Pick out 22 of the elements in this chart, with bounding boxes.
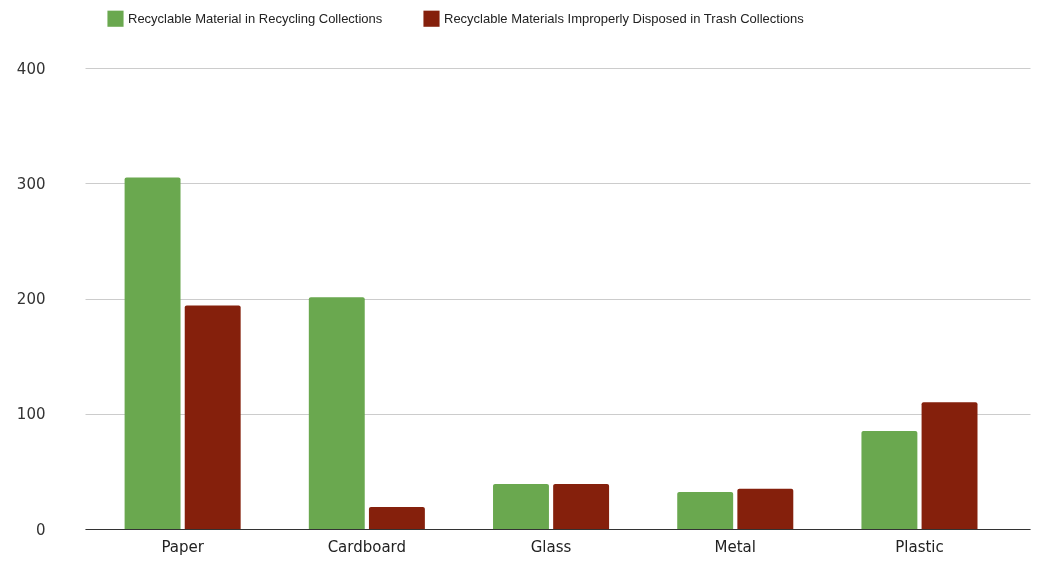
bar: [677, 492, 734, 529]
y-tick-label: 200: [16, 290, 46, 308]
bar: [493, 484, 549, 529]
x-tick-label: Paper: [161, 537, 205, 556]
bar: [124, 177, 181, 529]
bar: [184, 305, 241, 529]
bar: [921, 402, 978, 529]
bar: [737, 488, 794, 529]
y-tick-label: 300: [16, 174, 46, 193]
bar: [861, 431, 918, 529]
legend-label: Recyclable Material in Recycling Collections: [128, 10, 383, 26]
x-tick-label: Glass: [530, 537, 572, 556]
x-tick-label: Cardboard: [327, 537, 407, 556]
x-tick-label: Plastic: [895, 537, 944, 556]
y-tick-label: 100: [16, 405, 46, 424]
y-tick-label: 0: [35, 520, 46, 539]
legend-label: Recyclable Materials Improperly Disposed in Trash Collections: [444, 10, 805, 26]
y-tick-label: 400: [16, 59, 46, 78]
bar: [308, 297, 365, 529]
bar: [368, 507, 425, 529]
x-tick-label: Metal: [714, 537, 756, 556]
bar: [553, 484, 610, 529]
